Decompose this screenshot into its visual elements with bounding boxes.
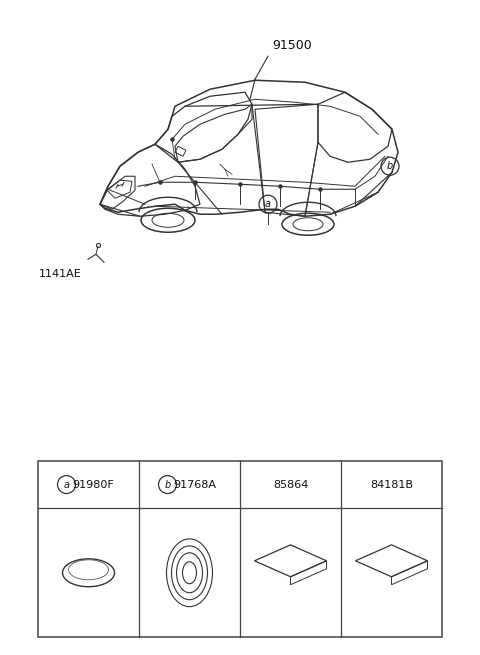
Text: a: a xyxy=(63,479,70,489)
Text: 91500: 91500 xyxy=(272,39,312,52)
Bar xyxy=(38,460,442,637)
Text: a: a xyxy=(265,199,271,209)
Text: 1141AE: 1141AE xyxy=(38,269,82,279)
Text: 85864: 85864 xyxy=(273,479,308,489)
Text: b: b xyxy=(164,479,170,489)
Text: 91768A: 91768A xyxy=(173,479,216,489)
Text: b: b xyxy=(387,161,393,171)
Text: 84181B: 84181B xyxy=(370,479,413,489)
Text: 91980F: 91980F xyxy=(72,479,114,489)
